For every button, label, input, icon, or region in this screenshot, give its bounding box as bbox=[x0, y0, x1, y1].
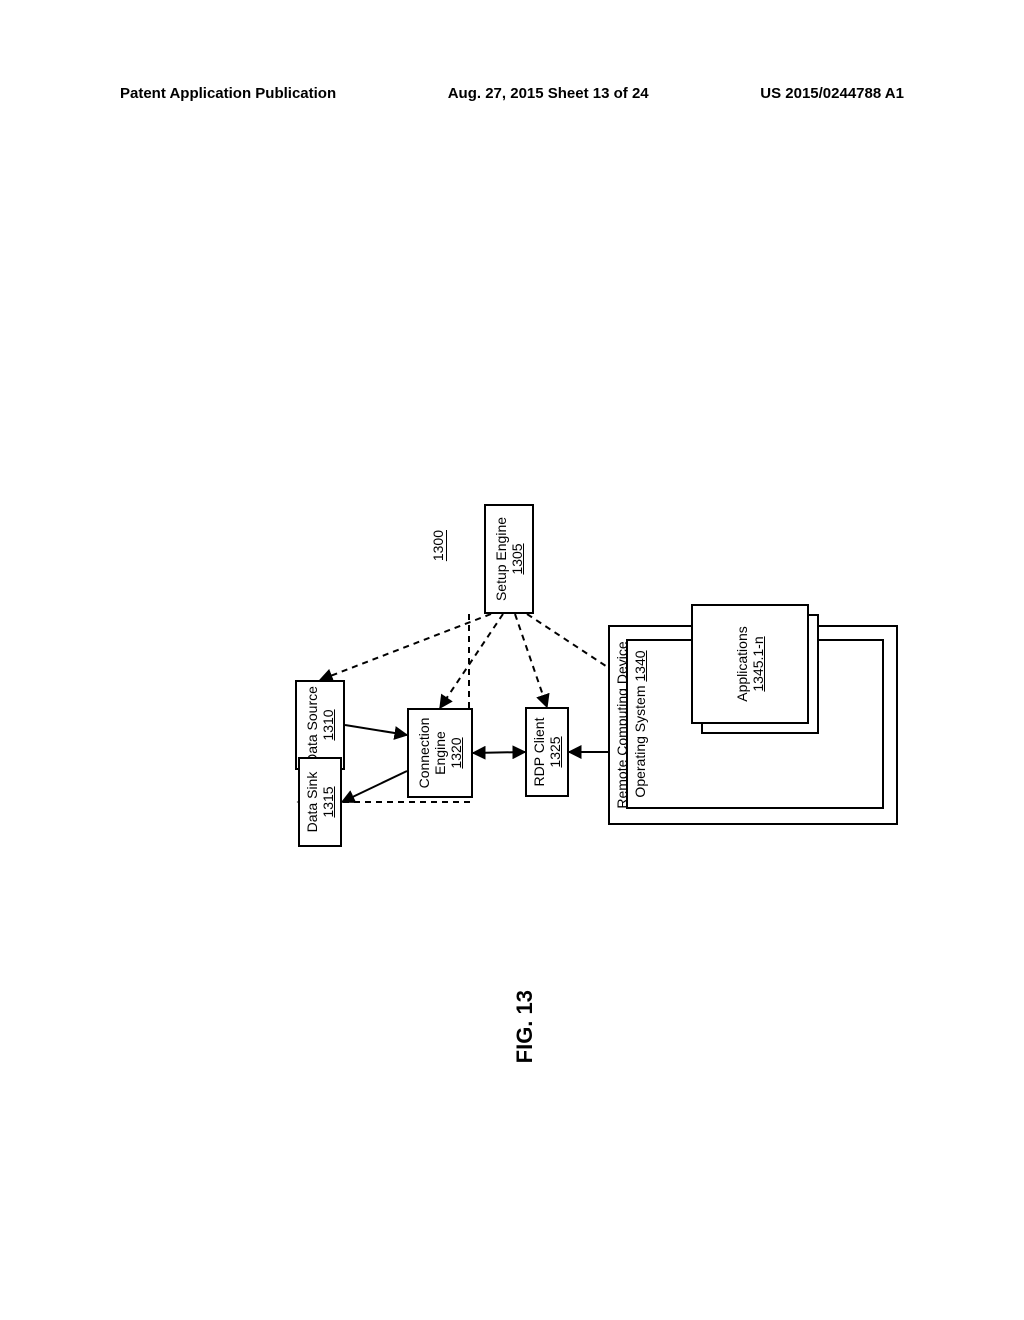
node-label: Data Sink bbox=[304, 772, 320, 833]
node-label: Operating System 1340 bbox=[632, 650, 648, 797]
node-ref: 1345.1-n bbox=[750, 636, 766, 691]
node-label: Data Source bbox=[304, 686, 320, 764]
page-header: Patent Application Publication Aug. 27, … bbox=[0, 85, 1024, 102]
node-setup-engine: Setup Engine 1305 bbox=[484, 504, 534, 614]
node-ref: 1310 bbox=[320, 709, 336, 740]
figure-caption: FIG. 13 bbox=[512, 990, 538, 1063]
node-applications: Applications 1345.1-n bbox=[691, 604, 809, 724]
node-ref: 1320 bbox=[448, 737, 464, 768]
node-ref: 1305 bbox=[509, 543, 525, 574]
header-center: Aug. 27, 2015 Sheet 13 of 24 bbox=[448, 85, 649, 102]
node-rdp-client: RDP Client 1325 bbox=[525, 707, 569, 797]
node-label: Setup Engine bbox=[493, 517, 509, 601]
header-right: US 2015/0244788 A1 bbox=[760, 85, 904, 102]
header-left: Patent Application Publication bbox=[120, 85, 336, 102]
node-connection-engine: ConnectionEngine 1320 bbox=[407, 708, 473, 798]
node-ref: 1315 bbox=[320, 786, 336, 817]
node-label: ConnectionEngine bbox=[416, 718, 448, 789]
node-ref: 1325 bbox=[547, 736, 563, 767]
node-label: RDP Client bbox=[531, 718, 547, 787]
diagram-canvas: 1300 Setup Engine 1305 Data Source 1310 … bbox=[80, 160, 940, 1160]
node-label: Applications bbox=[734, 626, 750, 702]
node-data-sink: Data Sink 1315 bbox=[298, 757, 342, 847]
diagram-number: 1300 bbox=[430, 530, 446, 561]
